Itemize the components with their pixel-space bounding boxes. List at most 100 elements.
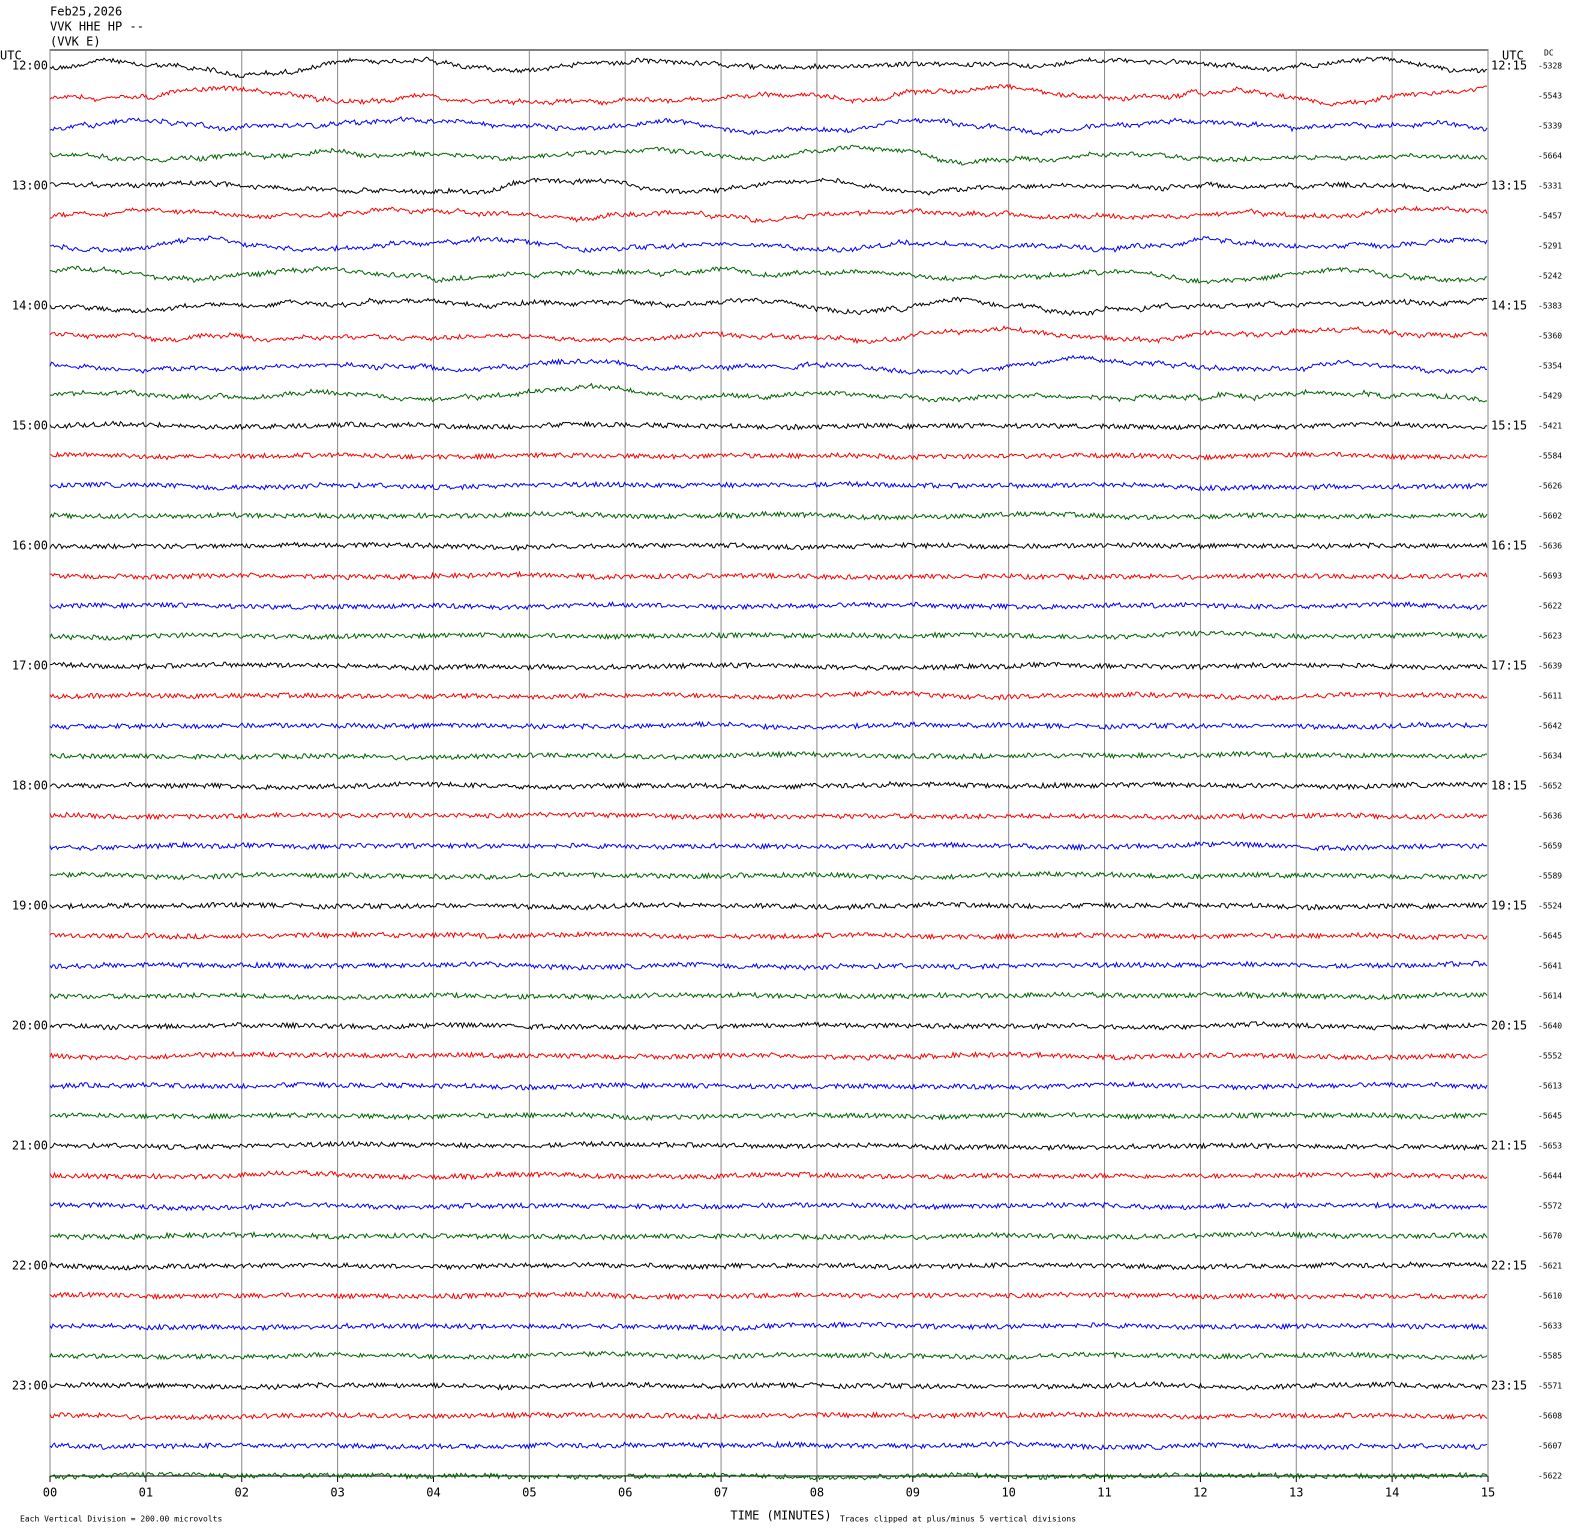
dc-value: -5622 [1538, 1472, 1562, 1481]
trace [49, 235, 1488, 254]
trace [49, 1350, 1488, 1361]
left-time-label: 14:00 [12, 299, 48, 313]
trace [49, 1021, 1488, 1031]
trace [49, 1169, 1488, 1181]
trace [49, 1111, 1488, 1122]
right-time-label: 22:15 [1491, 1259, 1527, 1273]
scale-note: Each Vertical Division = 200.00 microvol… [20, 1515, 222, 1524]
dc-value: -5607 [1538, 1442, 1562, 1451]
trace [49, 1140, 1488, 1152]
trace [49, 541, 1488, 552]
dc-value: -5623 [1538, 632, 1562, 641]
dc-value: -5644 [1538, 1172, 1562, 1181]
title-line: (VVK E) [50, 35, 101, 49]
trace [49, 780, 1488, 791]
dc-value: -5634 [1538, 752, 1562, 761]
right-time-label: 14:15 [1491, 299, 1527, 313]
right-time-label: 19:15 [1491, 899, 1527, 913]
trace [49, 265, 1488, 285]
trace [49, 1291, 1488, 1301]
dc-value: -5626 [1538, 482, 1562, 491]
trace [49, 1230, 1488, 1241]
right-time-label: 18:15 [1491, 779, 1527, 793]
trace [49, 661, 1488, 672]
left-time-label: 17:00 [12, 659, 48, 673]
right-time-label: 23:15 [1491, 1379, 1527, 1393]
trace [49, 354, 1488, 375]
dc-value: -5693 [1538, 572, 1562, 581]
dc-value: -5589 [1538, 872, 1562, 881]
dc-value: -5328 [1538, 62, 1562, 71]
dc-value: -5608 [1538, 1412, 1562, 1421]
dc-title: DC [1544, 49, 1554, 58]
dc-value: -5652 [1538, 782, 1562, 791]
left-time-label: 12:00 [12, 59, 48, 73]
dc-value: -5571 [1538, 1382, 1562, 1391]
left-time-label: 18:00 [12, 779, 48, 793]
x-tick-label: 08 [810, 1486, 824, 1500]
trace [49, 990, 1488, 1001]
title-line: Feb25,2026 [50, 5, 122, 19]
dc-value: -5331 [1538, 182, 1562, 191]
x-tick-label: 12 [1193, 1486, 1207, 1500]
left-time-label: 16:00 [12, 539, 48, 553]
right-time-label: 21:15 [1491, 1139, 1527, 1153]
dc-value: -5653 [1538, 1142, 1562, 1151]
x-tick-label: 05 [522, 1486, 536, 1500]
dc-value: -5670 [1538, 1232, 1562, 1241]
right-time-label: 12:15 [1491, 59, 1527, 73]
trace [49, 510, 1488, 521]
trace [49, 1471, 1488, 1481]
dc-value: -5572 [1538, 1202, 1562, 1211]
x-tick-label: 14 [1385, 1486, 1399, 1500]
right-axis-title: UTC [1502, 49, 1524, 63]
dc-value: -5633 [1538, 1322, 1562, 1331]
dc-value: -5543 [1538, 92, 1562, 101]
dc-value: -5641 [1538, 962, 1562, 971]
trace [49, 1440, 1488, 1451]
x-tick-label: 00 [43, 1486, 57, 1500]
dc-value: -5457 [1538, 212, 1562, 221]
dc-value: -5552 [1538, 1052, 1562, 1061]
dc-value: -5524 [1538, 902, 1562, 911]
clip-note: Traces clipped at plus/minus 5 vertical … [840, 1515, 1076, 1524]
x-tick-label: 10 [1001, 1486, 1015, 1500]
dc-value: -5645 [1538, 932, 1562, 941]
dc-value: -5610 [1538, 1292, 1562, 1301]
trace [49, 83, 1488, 107]
dc-value: -5659 [1538, 842, 1562, 851]
x-tick-label: 11 [1097, 1486, 1111, 1500]
dc-value: -5664 [1538, 152, 1562, 161]
trace [49, 1050, 1488, 1061]
trace [49, 1261, 1488, 1271]
dc-value: -5360 [1538, 332, 1562, 341]
trace [49, 1380, 1488, 1391]
x-tick-label: 15 [1481, 1486, 1495, 1500]
trace [49, 720, 1488, 731]
right-time-label: 15:15 [1491, 419, 1527, 433]
trace [49, 451, 1488, 461]
dc-value: -5585 [1538, 1352, 1562, 1361]
trace [49, 116, 1488, 136]
dc-value: -5354 [1538, 362, 1562, 371]
dc-value: -5621 [1538, 1262, 1562, 1271]
left-time-label: 15:00 [12, 419, 48, 433]
left-time-label: 20:00 [12, 1019, 48, 1033]
x-tick-label: 13 [1289, 1486, 1303, 1500]
x-tick-label: 07 [714, 1486, 728, 1500]
trace [49, 1321, 1488, 1332]
trace [49, 1411, 1488, 1421]
trace [49, 811, 1488, 821]
right-time-label: 16:15 [1491, 539, 1527, 553]
left-time-label: 22:00 [12, 1259, 48, 1273]
dc-value: -5636 [1538, 812, 1562, 821]
left-axis-title: UTC [0, 49, 22, 63]
x-tick-label: 01 [139, 1486, 153, 1500]
right-time-label: 20:15 [1491, 1019, 1527, 1033]
left-time-label: 13:00 [12, 179, 48, 193]
left-time-label: 19:00 [12, 899, 48, 913]
trace [49, 480, 1488, 492]
trace [49, 960, 1488, 971]
dc-value: -5291 [1538, 242, 1562, 251]
